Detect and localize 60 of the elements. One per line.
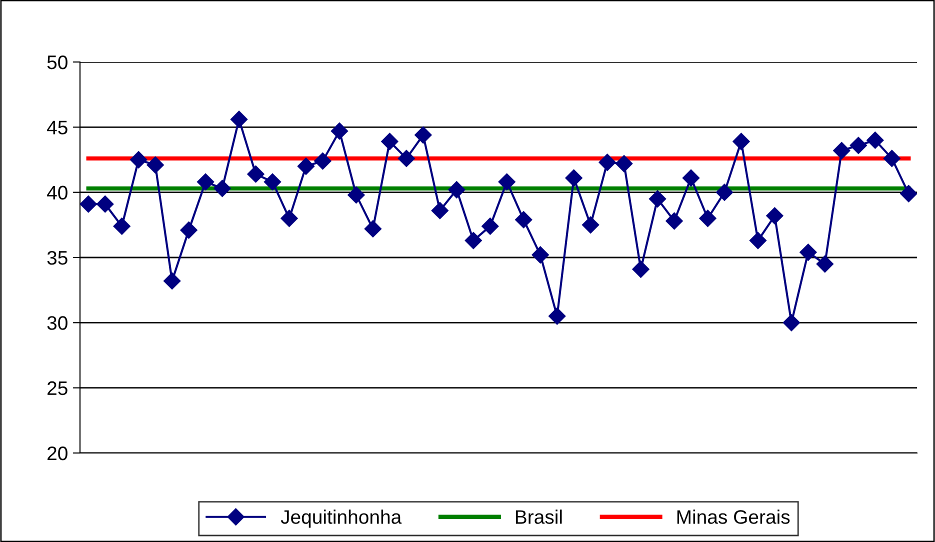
point bbox=[130, 151, 148, 168]
point bbox=[498, 173, 516, 190]
point bbox=[632, 260, 650, 278]
point bbox=[264, 173, 282, 190]
point bbox=[230, 110, 248, 128]
point bbox=[548, 308, 566, 325]
point bbox=[180, 222, 198, 239]
legend-label: Jequitinhonha bbox=[280, 510, 402, 528]
point bbox=[616, 155, 633, 172]
point bbox=[732, 132, 750, 150]
point bbox=[297, 158, 315, 175]
point bbox=[197, 173, 214, 190]
point bbox=[314, 152, 332, 170]
point bbox=[464, 232, 482, 250]
point bbox=[364, 220, 382, 238]
point bbox=[850, 136, 867, 154]
point bbox=[96, 196, 114, 213]
point bbox=[800, 244, 817, 261]
y-tick-label: 40 bbox=[47, 186, 68, 200]
point bbox=[164, 272, 181, 290]
point bbox=[716, 184, 734, 201]
point bbox=[648, 190, 666, 208]
point bbox=[330, 122, 348, 140]
y-tick-label: 25 bbox=[48, 381, 68, 396]
point bbox=[816, 255, 834, 273]
point bbox=[113, 218, 130, 235]
point bbox=[482, 218, 499, 235]
point bbox=[381, 132, 398, 150]
y-tick-label: 45 bbox=[47, 120, 68, 134]
point bbox=[80, 196, 97, 213]
point bbox=[398, 150, 415, 167]
y-tick-label: 50 bbox=[47, 55, 68, 70]
point bbox=[247, 166, 264, 183]
point bbox=[666, 212, 683, 230]
legend-label: Minas Gerais bbox=[677, 510, 790, 524]
y-tick-label: 20 bbox=[48, 446, 68, 460]
point bbox=[782, 314, 800, 332]
point bbox=[883, 150, 900, 167]
point bbox=[431, 202, 448, 220]
point bbox=[766, 207, 784, 224]
point bbox=[598, 154, 616, 171]
point bbox=[900, 185, 917, 202]
point bbox=[699, 210, 716, 227]
y-tick-label: 35 bbox=[47, 250, 68, 265]
point bbox=[866, 132, 884, 149]
point bbox=[414, 126, 432, 144]
point bbox=[582, 216, 600, 234]
point bbox=[515, 211, 532, 228]
point bbox=[146, 156, 164, 174]
point bbox=[532, 246, 549, 264]
point bbox=[280, 210, 298, 227]
point bbox=[348, 186, 365, 204]
point bbox=[682, 169, 700, 187]
legend-label: Brasil bbox=[516, 510, 562, 524]
point bbox=[749, 232, 767, 250]
point bbox=[214, 180, 231, 197]
point bbox=[448, 181, 466, 198]
y-tick-label: 30 bbox=[47, 316, 68, 330]
point bbox=[833, 142, 850, 160]
point bbox=[565, 169, 582, 187]
